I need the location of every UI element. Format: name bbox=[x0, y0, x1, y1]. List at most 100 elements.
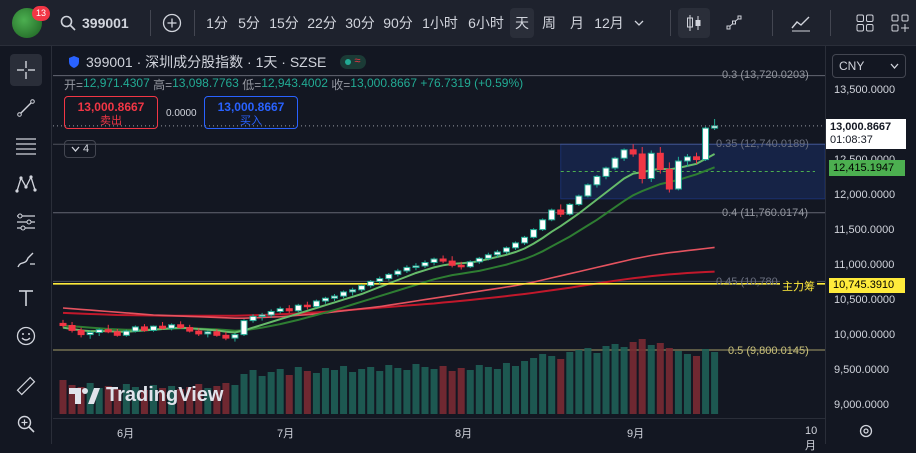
divider bbox=[670, 10, 671, 36]
interval-天[interactable]: 天 bbox=[510, 8, 534, 38]
zoom-tool[interactable] bbox=[10, 408, 42, 440]
volume-bar bbox=[59, 380, 67, 414]
indicators-collapse-button[interactable]: 4 bbox=[64, 140, 96, 158]
interval-6小时[interactable]: 6小时 bbox=[468, 15, 504, 31]
candle-body bbox=[457, 264, 465, 268]
candle-body bbox=[140, 326, 148, 331]
volume-bar bbox=[376, 371, 384, 414]
interval-月[interactable]: 月 bbox=[570, 15, 584, 31]
volume-bar bbox=[177, 389, 185, 414]
pattern-tool[interactable] bbox=[10, 168, 42, 200]
chevron-down-icon bbox=[71, 146, 80, 152]
candlestick-chart-button[interactable] bbox=[678, 8, 710, 38]
more-button[interactable] bbox=[888, 8, 912, 38]
candle-body bbox=[276, 308, 284, 313]
text-tool[interactable] bbox=[10, 282, 42, 314]
measure-tool[interactable] bbox=[10, 370, 42, 402]
volume-bar bbox=[656, 343, 664, 414]
interval-15分[interactable]: 15分 bbox=[269, 15, 299, 31]
price-chart[interactable] bbox=[53, 46, 825, 418]
candle-body bbox=[131, 326, 139, 332]
trendline-tool[interactable] bbox=[10, 92, 42, 124]
close-label: 收= bbox=[331, 78, 351, 92]
candle-body bbox=[267, 311, 275, 316]
crosshair-tool[interactable] bbox=[10, 54, 42, 86]
candle-body bbox=[285, 308, 293, 312]
sell-price: 13,000.8667 bbox=[77, 100, 145, 114]
candle-body bbox=[321, 297, 329, 302]
volume-bar bbox=[575, 350, 583, 414]
candle-body bbox=[104, 329, 112, 333]
volume-bar bbox=[113, 389, 121, 414]
candle-body bbox=[340, 291, 348, 297]
volume-bar bbox=[593, 353, 601, 414]
fib-tool[interactable] bbox=[10, 130, 42, 162]
candle-body bbox=[195, 330, 203, 335]
volume-bar bbox=[683, 354, 691, 414]
candle-body bbox=[421, 262, 429, 267]
buy-button[interactable]: 13,000.8667 买入 bbox=[204, 96, 298, 129]
text-icon bbox=[19, 290, 33, 306]
chart-indicator-button[interactable] bbox=[786, 8, 816, 38]
indicators-button[interactable] bbox=[720, 8, 748, 38]
candle-body bbox=[367, 280, 375, 287]
layout-button[interactable] bbox=[852, 8, 878, 38]
icon-tool[interactable] bbox=[10, 320, 42, 352]
symbol-search[interactable]: 399001 bbox=[60, 11, 129, 35]
series-legend[interactable]: 399001 · 深圳成分股指数 · 1天 · SZSE ≈ bbox=[68, 52, 367, 72]
sell-button[interactable]: 13,000.8667 卖出 bbox=[64, 96, 158, 129]
interval-12月[interactable]: 12月 bbox=[594, 15, 624, 31]
interval-90分[interactable]: 90分 bbox=[383, 15, 413, 31]
volume-bar bbox=[358, 369, 366, 414]
settings-button[interactable] bbox=[858, 423, 874, 444]
volume-bar bbox=[611, 344, 619, 414]
compare-button[interactable] bbox=[158, 8, 186, 38]
fib-retracement-icon bbox=[16, 138, 36, 155]
bar-countdown: 01:08:37 bbox=[830, 134, 873, 146]
prediction-tool[interactable] bbox=[10, 206, 42, 238]
candle-body bbox=[168, 324, 176, 329]
volume-bar bbox=[77, 387, 85, 414]
chart-pane[interactable] bbox=[53, 46, 825, 418]
time-axis[interactable]: 6月 7月 8月 9月 10月 bbox=[53, 418, 825, 452]
candle-body bbox=[521, 236, 529, 244]
price-axis[interactable]: 13,500.000013,000.000012,500.000012,000.… bbox=[825, 46, 916, 444]
candle-body bbox=[466, 261, 474, 268]
volume-bar bbox=[367, 367, 375, 414]
shield-icon bbox=[69, 56, 79, 68]
candle-body bbox=[403, 266, 411, 272]
candle-body bbox=[575, 195, 583, 205]
volume-bar bbox=[213, 386, 221, 414]
interval-22分[interactable]: 22分 bbox=[307, 15, 337, 31]
candle-body bbox=[557, 209, 565, 215]
plus-circle-icon bbox=[162, 13, 182, 33]
volume-bar bbox=[349, 372, 357, 414]
volume-bar bbox=[276, 369, 284, 414]
volume-bar bbox=[539, 354, 547, 414]
currency-selector[interactable]: CNY bbox=[832, 54, 906, 78]
candle-body bbox=[122, 330, 130, 336]
price-tick: 13,500.0000 bbox=[834, 84, 896, 96]
volume-bar bbox=[512, 366, 519, 414]
interval-周[interactable]: 周 bbox=[542, 15, 556, 31]
volume-bar bbox=[448, 371, 456, 414]
main-level-label: 主力筹 bbox=[780, 278, 817, 294]
volume-bar bbox=[439, 366, 447, 414]
candle-body bbox=[186, 327, 194, 332]
interval-dropdown-button[interactable] bbox=[630, 8, 648, 38]
brush-tool[interactable] bbox=[10, 244, 42, 276]
zoom-in-icon bbox=[17, 415, 35, 433]
pattern-icon bbox=[15, 175, 37, 193]
candle-body bbox=[59, 322, 67, 326]
volume-bar bbox=[584, 348, 592, 414]
volume-bar bbox=[502, 363, 510, 414]
interval-5分[interactable]: 5分 bbox=[238, 15, 260, 31]
change-value: +76.7319 (+0.59%) bbox=[420, 76, 524, 90]
volume-bar bbox=[294, 367, 302, 414]
volume-bar bbox=[186, 387, 194, 414]
interval-1小时[interactable]: 1小时 bbox=[422, 15, 458, 31]
candle-body bbox=[177, 324, 185, 329]
interval-30分[interactable]: 30分 bbox=[345, 15, 375, 31]
volume-bar bbox=[412, 364, 420, 414]
interval-1分[interactable]: 1分 bbox=[206, 15, 228, 31]
